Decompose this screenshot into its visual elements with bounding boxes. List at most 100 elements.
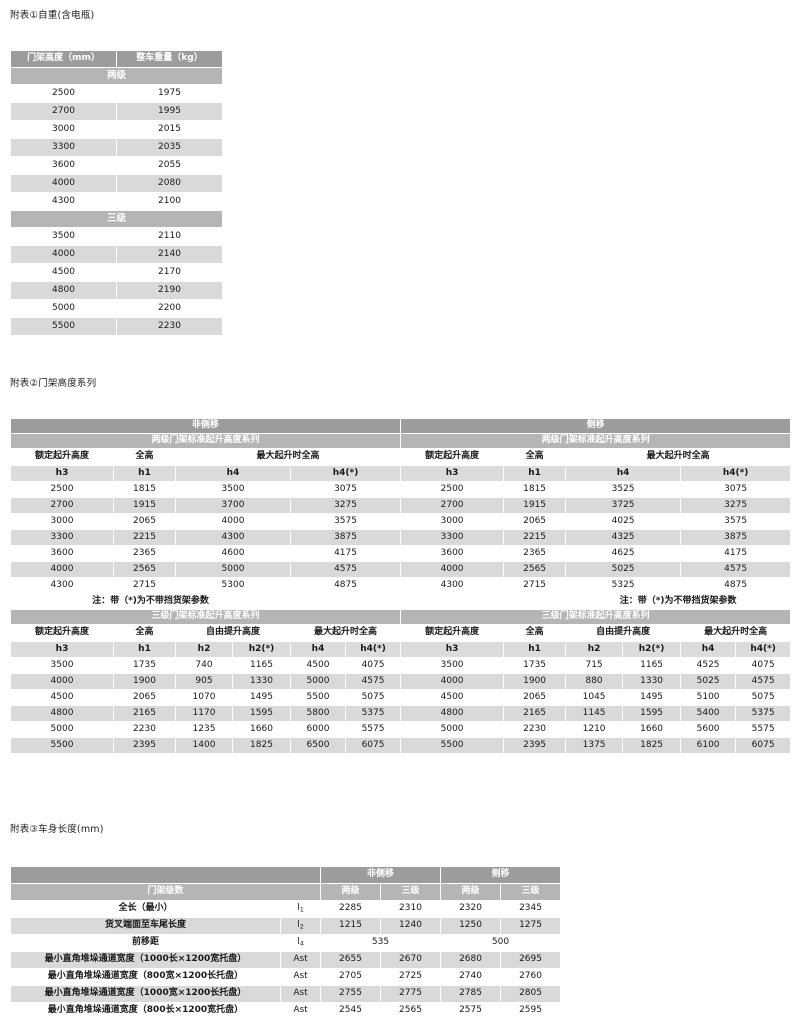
table-cell: 2015: [116, 120, 223, 139]
table-cell: 1825: [232, 737, 291, 754]
group-header-sideshift: 侧移: [440, 866, 562, 884]
table-row: 货叉端面至车尾长度 l2 1215 1240 1250 1275: [10, 917, 562, 935]
table-row: 4800 2190: [10, 281, 223, 300]
table-row: 4500 2065 1070 1495 5500 5075 4500 2065 1045 1495…: [10, 689, 792, 706]
table-cell: 715: [565, 657, 624, 674]
table-cell: 2065: [113, 513, 176, 530]
stage-column-header: 三级: [379, 883, 442, 901]
table-cell: 5000: [175, 561, 291, 578]
table-cell: 4175: [289, 545, 402, 562]
table-cell: 2715: [113, 577, 176, 594]
table-row: 全长（最小） l1 2285 2310 2320 2345: [10, 900, 562, 918]
table-cell: 5500: [10, 737, 114, 754]
table-cell: 6075: [735, 737, 792, 754]
table-cell: 1215: [320, 917, 381, 935]
table-cell: 4300: [400, 577, 505, 594]
table-cell: 1495: [622, 689, 682, 706]
table-cell: 4575: [344, 673, 402, 690]
table-cell: 1400: [175, 737, 233, 754]
table-row: 4500 2170: [10, 263, 223, 282]
table-row: 3600 2055: [10, 156, 223, 175]
table-cell: 1735: [113, 657, 176, 674]
table-cell: 2545: [320, 1002, 381, 1020]
table-row: 最小直角堆垛通道宽度（800长×1200宽托盘） Ast 2545 2565 2575 2…: [10, 1002, 562, 1020]
table-cell: 3575: [680, 513, 792, 530]
table-cell: 4800: [10, 281, 117, 300]
table-cell: 3500: [175, 481, 291, 498]
table-cell: 3875: [289, 529, 402, 546]
group-header-sideshift: 侧移: [400, 418, 792, 434]
symbol-header: h4(*): [680, 465, 792, 482]
two-stage-label-row: 额定起升高度 全高 最大起升时全高 额定起升高度 全高 最大起升时全高: [10, 448, 792, 466]
table-cell: 880: [565, 673, 624, 690]
table-cell: 4075: [735, 657, 792, 674]
body-length-table: 非侧移 侧移 门架级数 两级 三级 两级 三级 全长（最小） l1 2285 2310 2320 234…: [10, 866, 562, 1020]
table-cell: 4875: [680, 577, 792, 594]
table-cell: 5500: [400, 737, 505, 754]
measurement-label: 最小直角堆垛通道宽度（800宽×1200长托盘）: [10, 968, 281, 986]
table-cell: 5000: [290, 673, 346, 690]
table-cell: 3600: [10, 545, 114, 562]
table3-container: 非侧移 侧移 门架级数 两级 三级 两级 三级 全长（最小） l1 2285 2310 2320 234…: [10, 866, 562, 1020]
table-cell: 1900: [503, 673, 567, 690]
table-row: 5500 2395 1400 1825 6500 6075 5500 2395 1375 1825…: [10, 737, 792, 754]
measurement-label: 前移距: [10, 934, 281, 952]
table-cell: 2190: [116, 281, 223, 300]
table-cell: 2700: [10, 497, 114, 514]
corner-cell: [10, 866, 321, 884]
table-row: 4300 2100: [10, 192, 223, 211]
symbol-header: h1: [113, 465, 176, 482]
table-cell: 1735: [503, 657, 567, 674]
table-row: 3300 2035: [10, 138, 223, 157]
column-label: 额定起升高度: [400, 624, 505, 642]
table-cell: 5300: [175, 577, 291, 594]
group-header-non-sideshift: 非侧移: [319, 866, 442, 884]
table-row: 2700 1915 3700 3275 2700 1915 3725 3275: [10, 497, 792, 514]
table-cell: 4175: [680, 545, 792, 562]
table-cell: 3300: [10, 529, 114, 546]
self-weight-table: 门架高度（mm） 整车重量（kg） 两级 2500 1975 2700 1995 3000 20…: [10, 50, 223, 336]
table-cell: 3300: [400, 529, 505, 546]
measurement-symbol: Ast: [280, 985, 321, 1003]
symbol-header: h4: [565, 465, 682, 482]
table2-container: 非侧移 侧移 两级门架标准起升高度系列 两级门架标准起升高度系列 额定起升高度 全高 最大起…: [9, 418, 792, 754]
section-band-label: 三级: [10, 210, 223, 228]
table-cell: 2080: [116, 174, 223, 193]
table-cell: 5000: [10, 721, 114, 738]
table-cell: 2565: [503, 561, 567, 578]
table-cell: 2110: [116, 227, 223, 246]
table-cell: 6075: [344, 737, 402, 754]
three-stage-band-right: 三级门架标准起升高度系列: [400, 609, 792, 625]
measurement-label: 全长（最小）: [10, 900, 281, 918]
symbol-header: h2: [565, 641, 624, 658]
table-cell: 1495: [232, 689, 291, 706]
column-label: 最大起升时全高: [174, 448, 402, 466]
table3-caption: 附表③车身长度(mm): [10, 824, 104, 835]
table-header-row: 门架高度（mm） 整车重量（kg）: [10, 50, 223, 68]
table-cell: 2500: [10, 481, 114, 498]
table-cell: 1995: [116, 102, 223, 121]
note-left: 注：带（*)为不带挡货架参数: [10, 593, 291, 610]
table-cell: 2715: [503, 577, 567, 594]
table-cell: 1975: [116, 84, 223, 103]
table-cell: 4000: [10, 561, 114, 578]
table-cell: 5575: [735, 721, 792, 738]
column-label: 额定起升高度: [400, 448, 505, 466]
table-cell: 5375: [344, 705, 402, 722]
table-cell: 1210: [565, 721, 624, 738]
symbol-header: h1: [503, 641, 567, 658]
table-cell: 535: [319, 934, 442, 952]
table-cell: 3500: [400, 657, 505, 674]
table-cell: 5400: [680, 705, 737, 722]
table-cell: 3500: [10, 227, 117, 246]
table-cell: 4000: [10, 673, 114, 690]
table-row: 最小直角堆垛通道宽度（800宽×1200长托盘） Ast 2705 2725 2740 2…: [10, 968, 562, 986]
table-cell: 4000: [10, 245, 117, 264]
row-label-header: 门架级数: [10, 883, 321, 901]
table-cell: 2500: [10, 84, 117, 103]
table-cell: 1045: [565, 689, 624, 706]
table-cell: 1240: [379, 917, 442, 935]
table-cell: 2215: [503, 529, 567, 546]
symbol-header: h2(*): [232, 641, 291, 658]
